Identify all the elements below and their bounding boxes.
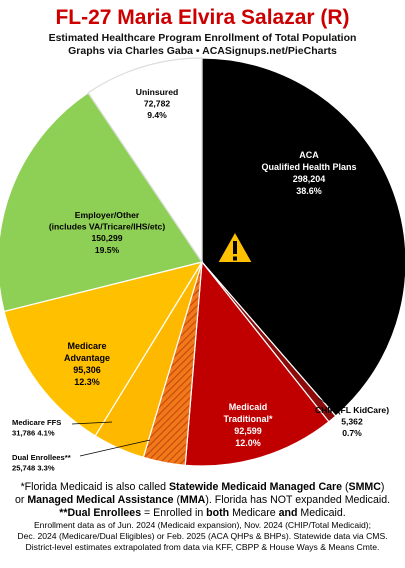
footnote-medicaid: *Florida Medicaid is also called Statewi… (6, 481, 399, 520)
footnote-text: ( (173, 494, 181, 506)
footnote-text: Medicare (229, 507, 279, 519)
footnote-text: Medicaid. (297, 507, 346, 519)
slice-label: 9.4% (147, 110, 167, 120)
slice-label: 31,786 4.1% (12, 429, 55, 438)
source-line-3: District-level estimates extrapolated fr… (25, 542, 380, 552)
footnote-line-1: *Florida Medicaid is also called Statewi… (6, 481, 399, 494)
slice-aca-qualified-health-plans (201, 57, 405, 417)
leader-line (317, 397, 333, 408)
slice-label: 38.6% (296, 186, 322, 196)
slice-label: 12.3% (74, 377, 100, 387)
slice-label: (includes VA/Tricare/IHS/etc) (49, 222, 166, 232)
footnote-bold: both (206, 507, 230, 519)
footnote-bold: **Dual Enrollees (59, 507, 142, 519)
slice-label: 0.7% (342, 428, 362, 438)
slice-medicaid-traditional (184, 260, 330, 467)
footnote-line-2: or Managed Medical Assistance (MMA). Flo… (6, 494, 399, 507)
slice-label: ACA (299, 150, 319, 160)
leader-line (79, 439, 151, 457)
slice-label: 92,599 (234, 426, 262, 436)
slice-label: Medicaid (229, 402, 268, 412)
slice-label: 19.5% (95, 245, 120, 255)
slice-label: Medicare (67, 341, 106, 351)
footnote-bold: SMMC (348, 481, 381, 493)
footnote-line-3: **Dual Enrollees = Enrolled in both Medi… (6, 507, 399, 520)
slice-label: Advantage (64, 353, 110, 363)
slice-employer-other-includes-va-tricare-ihs-etc (0, 91, 203, 313)
source-line-2: Dec. 2024 (Medicare/Dual Eligibles) or F… (17, 531, 388, 541)
footnote-bold: Managed Medical Assistance (27, 494, 174, 506)
slice-label: CHIP (FL KidCare) (315, 405, 389, 415)
slice-label: Uninsured (136, 87, 179, 97)
source-line-1: Enrollment data as of Jun. 2024 (Medicai… (33, 520, 372, 530)
footnote-text: ( (342, 481, 349, 493)
chart-title: FL-27 Maria Elvira Salazar (R) (55, 6, 350, 29)
chart-credit: Graphs via Charles Gaba • ACASignups.net… (68, 45, 337, 57)
slice-label: 150,299 (91, 233, 122, 243)
slice-label: Medicare FFS (12, 418, 61, 427)
footnote-bold: and (278, 507, 298, 519)
slice-label: 5,362 (341, 417, 363, 427)
chart-subtitle: Estimated Healthcare Program Enrollment … (48, 32, 357, 44)
slice-label: 95,306 (73, 365, 101, 375)
slice-label: 25,748 3.3% (12, 464, 55, 473)
slice-label: 298,204 (293, 174, 326, 184)
source-notes: Enrollment data as of Jun. 2024 (Medicai… (6, 520, 399, 553)
slice-label: Qualified Health Plans (261, 162, 356, 172)
footnote-text: *Florida Medicaid is also called (20, 481, 169, 493)
slice-label: Employer/Other (75, 210, 140, 220)
footnote-text: ) (380, 481, 385, 493)
footnote-text: ). Florida has NOT expanded Medicaid. (205, 494, 391, 506)
footnote-bold: MMA (180, 494, 206, 506)
slice-label: 72,782 (144, 99, 171, 109)
leader-line (71, 421, 113, 425)
slice-label: Traditional* (223, 414, 273, 424)
footnote-text: = Enrolled in (141, 507, 207, 519)
warning-triangle-icon (216, 230, 254, 264)
footnote-bold: Statewide Medicaid Managed Care (168, 481, 343, 493)
slice-medicare-advantage (3, 261, 204, 437)
slice-label: Dual Enrollees** (12, 453, 71, 462)
slice-label: 12.0% (235, 438, 261, 448)
footnote-text: or (14, 494, 28, 506)
slice-uninsured (87, 57, 203, 264)
